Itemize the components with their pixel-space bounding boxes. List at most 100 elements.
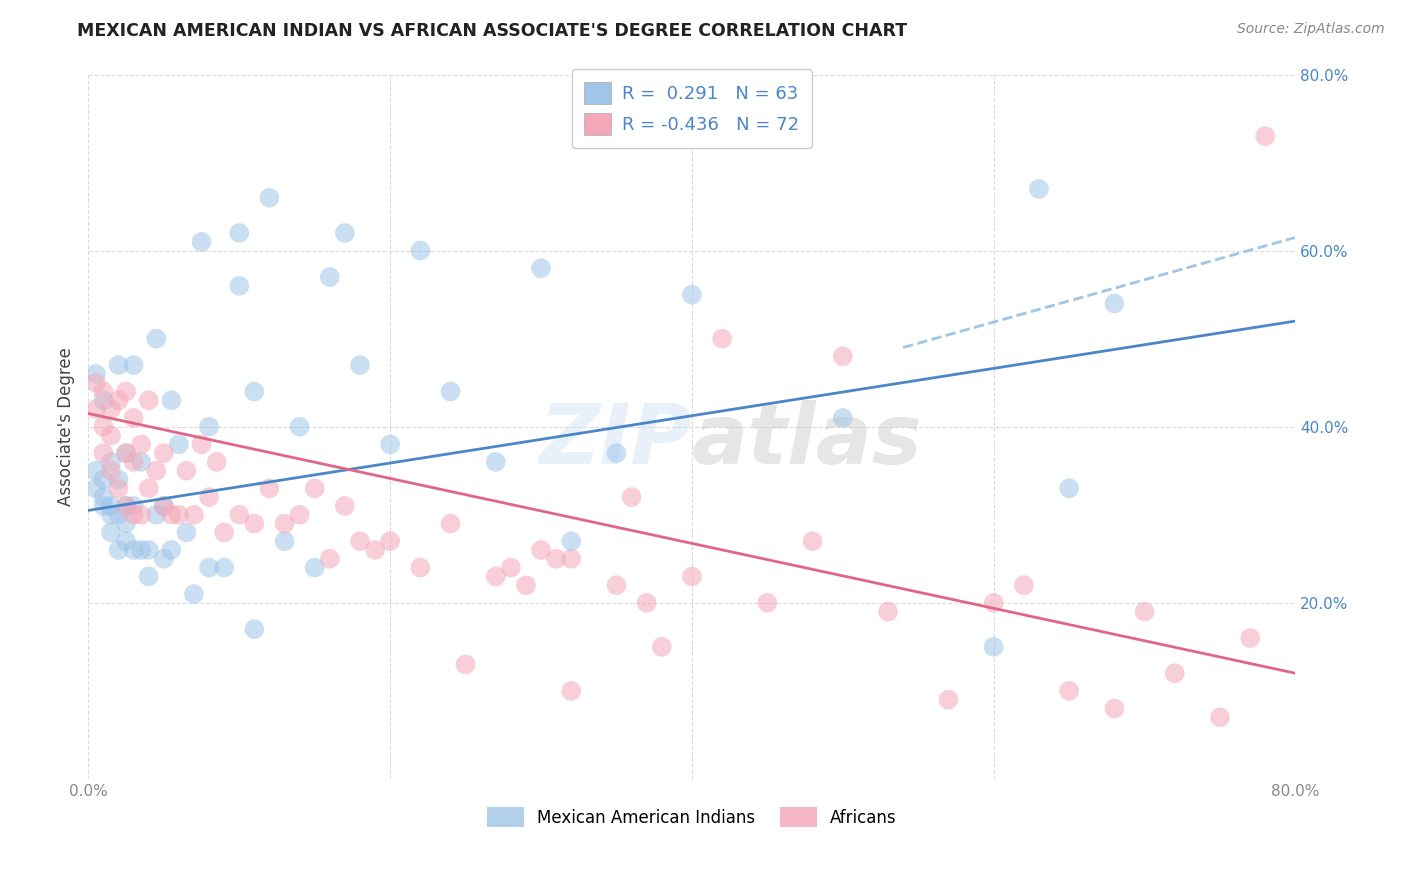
- Text: Source: ZipAtlas.com: Source: ZipAtlas.com: [1237, 22, 1385, 37]
- Point: [100, 428, 122, 442]
- Point: [636, 596, 658, 610]
- Point: [84, 367, 107, 381]
- Point: [129, 455, 152, 469]
- Point: [1254, 129, 1277, 144]
- Point: [93, 490, 115, 504]
- Point: [115, 446, 138, 460]
- Point: [1057, 684, 1080, 698]
- Point: [273, 534, 295, 549]
- Point: [259, 191, 281, 205]
- Point: [205, 455, 228, 469]
- Point: [1209, 710, 1232, 724]
- Point: [938, 692, 960, 706]
- Point: [831, 411, 853, 425]
- Point: [160, 393, 183, 408]
- Point: [93, 419, 115, 434]
- Point: [198, 560, 221, 574]
- Point: [1133, 605, 1156, 619]
- Point: [160, 508, 183, 522]
- Point: [145, 464, 167, 478]
- Point: [176, 525, 198, 540]
- Point: [93, 499, 115, 513]
- Point: [153, 499, 176, 513]
- Point: [378, 534, 401, 549]
- Point: [183, 587, 205, 601]
- Point: [107, 393, 129, 408]
- Point: [378, 437, 401, 451]
- Point: [122, 543, 145, 558]
- Point: [1164, 666, 1187, 681]
- Point: [439, 516, 461, 531]
- Point: [100, 499, 122, 513]
- Point: [107, 358, 129, 372]
- Point: [84, 402, 107, 417]
- Point: [1104, 701, 1126, 715]
- Point: [100, 464, 122, 478]
- Point: [1057, 481, 1080, 495]
- Point: [288, 508, 311, 522]
- Point: [711, 332, 734, 346]
- Point: [100, 525, 122, 540]
- Point: [605, 578, 627, 592]
- Point: [107, 481, 129, 495]
- Point: [273, 516, 295, 531]
- Point: [801, 534, 824, 549]
- Point: [409, 560, 432, 574]
- Point: [160, 543, 183, 558]
- Text: MEXICAN AMERICAN INDIAN VS AFRICAN ASSOCIATE'S DEGREE CORRELATION CHART: MEXICAN AMERICAN INDIAN VS AFRICAN ASSOC…: [77, 22, 907, 40]
- Point: [454, 657, 477, 672]
- Point: [115, 516, 138, 531]
- Point: [93, 393, 115, 408]
- Point: [620, 490, 643, 504]
- Point: [153, 499, 176, 513]
- Point: [304, 560, 326, 574]
- Point: [228, 508, 250, 522]
- Point: [145, 508, 167, 522]
- Point: [122, 508, 145, 522]
- Point: [212, 560, 235, 574]
- Text: ZIP: ZIP: [540, 401, 692, 482]
- Point: [1012, 578, 1035, 592]
- Point: [183, 508, 205, 522]
- Point: [756, 596, 779, 610]
- Point: [288, 419, 311, 434]
- Point: [107, 508, 129, 522]
- Point: [1028, 182, 1050, 196]
- Point: [84, 464, 107, 478]
- Point: [115, 384, 138, 399]
- Point: [122, 411, 145, 425]
- Point: [84, 481, 107, 495]
- Point: [681, 287, 703, 301]
- Point: [115, 499, 138, 513]
- Point: [107, 543, 129, 558]
- Point: [259, 481, 281, 495]
- Point: [129, 508, 152, 522]
- Point: [122, 455, 145, 469]
- Point: [93, 473, 115, 487]
- Point: [409, 244, 432, 258]
- Point: [983, 596, 1005, 610]
- Point: [93, 446, 115, 460]
- Point: [530, 543, 553, 558]
- Point: [138, 393, 160, 408]
- Y-axis label: Associate's Degree: Associate's Degree: [58, 347, 75, 506]
- Point: [115, 534, 138, 549]
- Point: [681, 569, 703, 583]
- Point: [198, 419, 221, 434]
- Point: [190, 437, 212, 451]
- Point: [349, 358, 371, 372]
- Point: [100, 455, 122, 469]
- Point: [349, 534, 371, 549]
- Point: [319, 551, 342, 566]
- Point: [485, 455, 508, 469]
- Point: [560, 684, 582, 698]
- Point: [1104, 296, 1126, 310]
- Point: [122, 358, 145, 372]
- Point: [485, 569, 508, 583]
- Point: [176, 464, 198, 478]
- Point: [190, 235, 212, 249]
- Legend: Mexican American Indians, Africans: Mexican American Indians, Africans: [481, 800, 904, 834]
- Point: [228, 278, 250, 293]
- Point: [138, 481, 160, 495]
- Point: [243, 384, 266, 399]
